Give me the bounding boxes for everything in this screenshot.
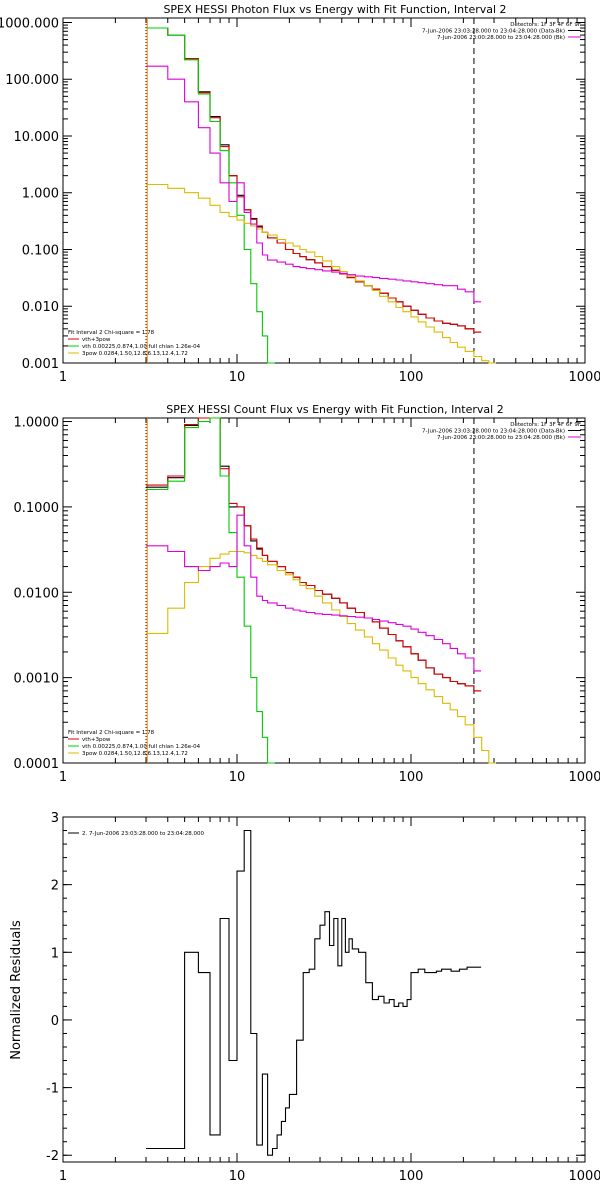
residuals-series (146, 829, 482, 1156)
x-tick-label: 10 (229, 770, 246, 785)
photon-flux-legend-left: Fit Interval 2 Chi-square = 1.78vth+3pow… (68, 330, 201, 357)
legend-entry: vth 0.00225,0.874,1.00 full chian 1.26e-… (82, 344, 201, 350)
legend-entry: 7-Jun-2006 23:03:28.000 to 23:04:28.000 … (422, 429, 565, 435)
count-flux-panel: SPEX HESSI Count Flux vs Energy with Fit… (14, 403, 600, 785)
series-data (146, 27, 482, 333)
y-tick-label: 2 (51, 879, 59, 894)
legend-entry: 3pow 0.0284,1.50,12.8,6.13,12.4,1.72 (82, 751, 188, 757)
legend-entry: vth+3pow (82, 737, 111, 743)
series-vth-3pow (146, 27, 482, 333)
photon-flux-frame (62, 17, 586, 364)
y-tick-label: 100.000 (5, 73, 59, 88)
x-tick-label: 1000 (568, 1169, 600, 1184)
series-vth (146, 417, 275, 764)
y-tick-label: 0.0100 (14, 586, 60, 601)
y-tick-label: 10.000 (14, 130, 60, 145)
y-tick-label: 1000.000 (0, 16, 59, 31)
count-flux-series (146, 417, 496, 764)
legend-entry: 2. 7-Jun-2006 23:03:28.000 to 23:04:28.0… (82, 831, 205, 837)
count-flux-title: SPEX HESSI Count Flux vs Energy with Fit… (166, 403, 503, 416)
residuals-frame (62, 816, 586, 1163)
y-tick-label: 1.000 (22, 187, 59, 202)
residuals-legend-left: 2. 7-Jun-2006 23:03:28.000 to 23:04:28.0… (68, 831, 205, 837)
legend-entry: Fit Interval 2 Chi-square = 1.78 (68, 330, 155, 336)
x-tick-label: 100 (399, 1169, 424, 1184)
photon-flux-ticks: 1 10 100 1000 1000.000 100.000 10.000 1.000 0.10… (0, 16, 600, 385)
y-tick-label: 0.1000 (14, 501, 60, 516)
legend-entry: Detectors: 1F 3F 4F 6F 9F (510, 22, 581, 28)
count-flux-legend-right: Detectors: 1F 3F 4F 6F 9F7-Jun-2006 23:0… (422, 422, 581, 441)
x-tick-label: 1 (59, 770, 67, 785)
x-tick-label: 1 (59, 370, 67, 385)
series-vth-3pow (146, 417, 482, 692)
residuals-panel: Normalized Residuals 1 10 100 10003210-1-2 … (9, 811, 600, 1184)
photon-flux-title: SPEX HESSI Photon Flux vs Energy with Fi… (163, 3, 506, 16)
legend-entry: 7-Jun-2006 23:00:28.000 to 23:04:28.000 … (437, 35, 565, 41)
count-flux-legend-left: Fit Interval 2 Chi-square = 1.78vth+3pow… (68, 730, 201, 757)
legend-entry: Fit Interval 2 Chi-square = 1.78 (68, 730, 155, 736)
y-tick-label: 1.0000 (14, 416, 60, 431)
legend-entry: vth 0.00225,0.874,1.00 full chian 1.26e-… (82, 744, 201, 750)
photon-flux-markers (145, 18, 475, 363)
photon-flux-legend-right: Detectors: 1F 3F 4F 6F 9F7-Jun-2006 23:0… (422, 22, 581, 41)
photon-flux-panel: SPEX HESSI Photon Flux vs Energy with Fi… (0, 3, 600, 385)
series-data (146, 417, 482, 692)
y-tick-label: 3 (51, 811, 59, 826)
series-background (146, 65, 482, 303)
x-tick-label: 1000 (568, 770, 600, 785)
series-3pow (146, 183, 496, 364)
x-tick-label: 10 (229, 370, 246, 385)
series-background (146, 514, 482, 672)
photon-flux-series (146, 27, 496, 364)
y-tick-label: 0 (51, 1014, 59, 1029)
y-tick-label: 0.0001 (14, 757, 60, 772)
residuals-ylabel: Normalized Residuals (9, 920, 24, 1060)
y-tick-label: 0.010 (22, 300, 59, 315)
y-tick-label: 0.001 (22, 357, 59, 372)
legend-entry: Detectors: 1F 3F 4F 6F 9F (510, 422, 581, 428)
y-tick-label: 1 (51, 946, 59, 961)
series-3pow (146, 550, 496, 764)
x-tick-label: 100 (399, 770, 424, 785)
y-tick-label: 0.100 (22, 243, 59, 258)
x-tick-label: 1000 (568, 370, 600, 385)
legend-entry: 7-Jun-2006 23:00:28.000 to 23:04:28.000 … (437, 435, 565, 441)
count-flux-ticks: 1 10 100 1000 1.0000 0.1000 0.0100 0.0010 0.0001 (14, 416, 600, 785)
legend-entry: 7-Jun-2006 23:03:28.000 to 23:04:28.000 … (422, 29, 565, 35)
count-flux-frame (62, 417, 586, 764)
x-tick-label: 100 (399, 370, 424, 385)
x-tick-label: 10 (229, 1169, 246, 1184)
legend-entry: vth+3pow (82, 337, 111, 343)
count-flux-markers (145, 418, 475, 763)
series-vth (146, 27, 275, 364)
legend-entry: 3pow 0.0284,1.50,12.8,6.13,12.4,1.72 (82, 351, 188, 357)
series-residuals (146, 829, 482, 1156)
y-tick-label: -2 (46, 1149, 59, 1164)
y-tick-label: -1 (46, 1082, 59, 1097)
y-tick-label: 0.0010 (14, 672, 60, 687)
x-tick-label: 1 (59, 1169, 67, 1184)
